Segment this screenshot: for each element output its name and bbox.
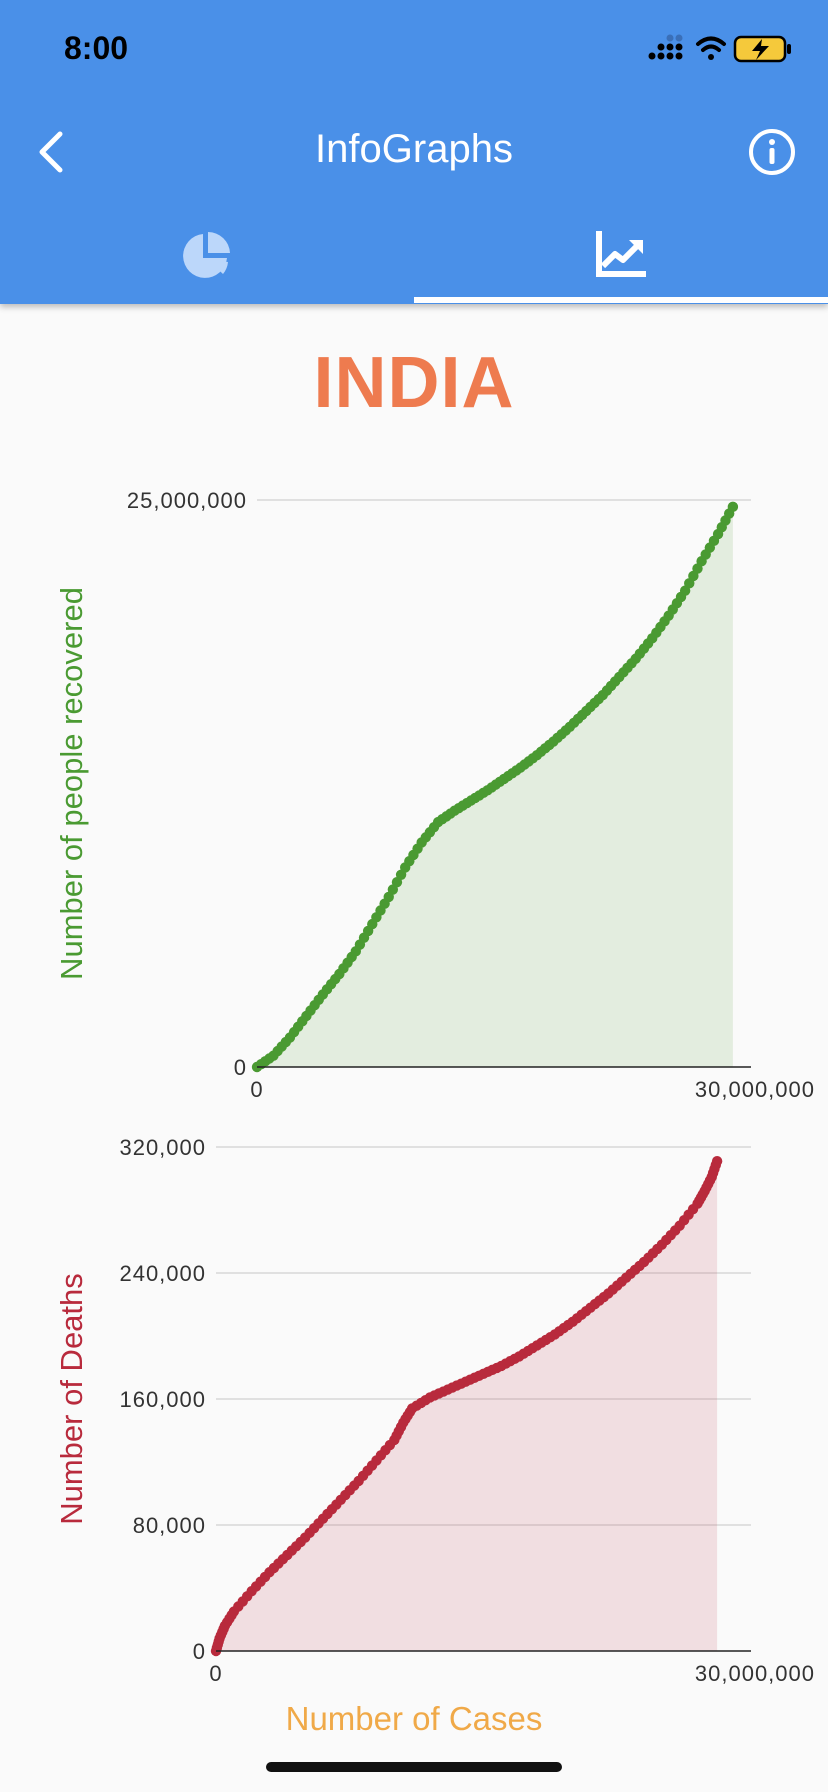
- status-icons: [648, 34, 791, 63]
- status-time: 8:00: [64, 30, 129, 66]
- y-tick-label: 80,000: [133, 1513, 206, 1538]
- info-icon: [749, 129, 795, 175]
- app-title: InfoGraphs: [315, 127, 513, 171]
- recovered-chart: 0 25,000,000 0 30,000,000 Number of people r…: [54, 488, 815, 1102]
- home-indicator: [266, 1762, 562, 1772]
- info-button[interactable]: [746, 126, 798, 178]
- x-tick-label: 30,000,000: [695, 1077, 815, 1102]
- y-tick-label: 240,000: [119, 1261, 206, 1286]
- y-axis-label: Number of Deaths: [54, 1273, 89, 1525]
- y-tick-label: 0: [193, 1639, 206, 1664]
- x-axis-label: Number of Cases: [285, 1700, 543, 1737]
- area-fill: [216, 1161, 718, 1651]
- y-axis-label: Number of people recovered: [54, 587, 89, 980]
- deaths-chart: 0 80,000 160,000 240,000 320,000 0 30,000,000 N…: [54, 1135, 815, 1686]
- app-bar: 8:00 InfoGraphs: [0, 0, 828, 304]
- x-tick-label: 0: [250, 1077, 263, 1102]
- x-tick-label: 30,000,000: [695, 1661, 815, 1686]
- battery-icon: [733, 35, 791, 63]
- y-tick-label: 25,000,000: [127, 488, 247, 513]
- trending-up-icon: [596, 231, 646, 277]
- tab-line-chart[interactable]: [414, 214, 828, 304]
- y-tick-label: 0: [234, 1055, 247, 1080]
- tab-pie-chart[interactable]: [0, 214, 414, 304]
- chevron-left-icon: [39, 131, 63, 173]
- pie-chart-icon: [183, 231, 230, 278]
- wifi-icon: [696, 36, 726, 60]
- y-tick-label: 320,000: [119, 1135, 206, 1160]
- tab-indicator: [414, 297, 828, 303]
- data-point: [711, 1155, 723, 1167]
- signal-icon: [648, 34, 683, 60]
- country-title: INDIA: [313, 343, 515, 423]
- y-tick-label: 160,000: [119, 1387, 206, 1412]
- back-button[interactable]: [22, 120, 86, 184]
- data-point: [727, 501, 739, 513]
- x-tick-label: 0: [209, 1661, 222, 1686]
